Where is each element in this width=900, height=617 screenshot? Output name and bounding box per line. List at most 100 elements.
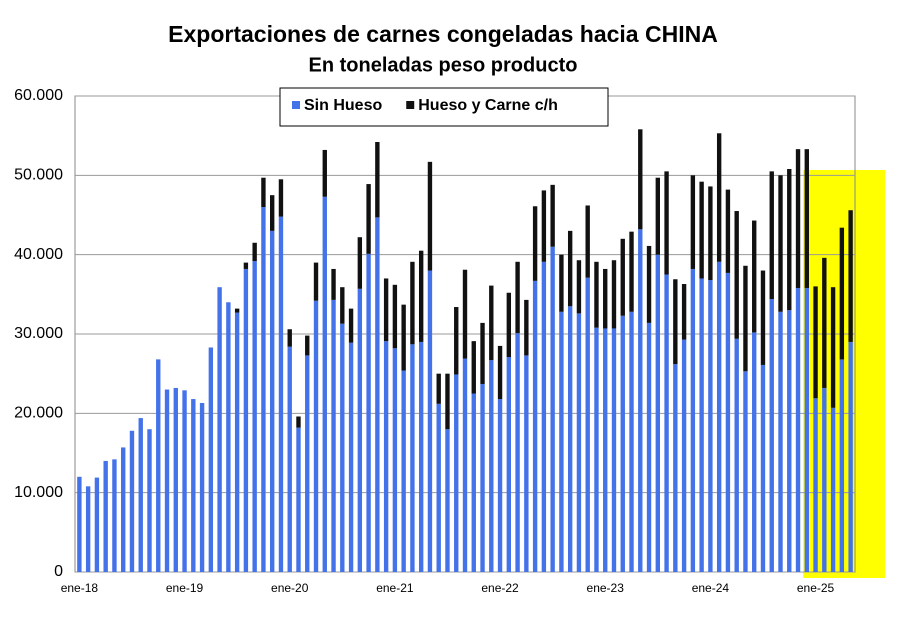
bar-segment	[243, 268, 249, 572]
bar-segment	[673, 364, 678, 572]
bar-segment	[278, 216, 284, 572]
bar-segment	[270, 230, 275, 572]
bar-segment	[366, 184, 371, 254]
bar-segment	[532, 206, 538, 281]
bar-segment	[567, 230, 573, 307]
bar-segment	[778, 175, 783, 312]
bar-segment	[532, 280, 538, 572]
bar-segment	[594, 261, 599, 328]
bar-segment	[646, 245, 652, 323]
bar-segment	[313, 300, 319, 572]
bar-segment	[418, 250, 424, 342]
bar-segment	[191, 399, 196, 572]
bar-segment	[164, 389, 170, 572]
bar-segment	[375, 217, 380, 572]
bar-segment	[804, 149, 809, 288]
legend-swatch	[292, 101, 300, 109]
bar-segment	[813, 398, 818, 572]
bar-segment	[366, 253, 371, 572]
bar-segment	[822, 257, 827, 388]
bar-segment	[261, 207, 266, 573]
bar-segment	[734, 338, 739, 572]
bar-segment	[129, 430, 135, 572]
y-tick-label: 30.000	[14, 325, 63, 342]
bar-segment	[208, 347, 214, 572]
bar-segment	[243, 262, 249, 269]
bar-segment	[85, 486, 91, 572]
bar-segment	[182, 390, 187, 572]
bar-segment	[787, 168, 792, 311]
bar-segment	[664, 274, 669, 572]
bar-segment	[497, 399, 503, 572]
bar-segment	[585, 205, 590, 278]
bar-segment	[778, 311, 783, 572]
bar-segment	[340, 287, 345, 324]
bar-segment	[392, 348, 398, 572]
bar-segment	[506, 292, 512, 358]
bar-segment	[375, 142, 380, 218]
bar-segment	[611, 260, 617, 329]
bar-segment	[620, 315, 625, 572]
bar-segment	[94, 477, 100, 572]
bar-segment	[541, 190, 547, 262]
bar-segment	[550, 184, 555, 247]
bar-segment	[489, 285, 494, 361]
x-tick-label: ene-22	[481, 581, 519, 595]
bar-segment	[716, 133, 722, 262]
legend-swatch	[406, 101, 415, 109]
bar-segment	[410, 261, 415, 345]
bar-segment	[462, 358, 468, 572]
x-tick-label: ene-19	[166, 581, 204, 595]
bar-segment	[830, 407, 836, 572]
bar-segment	[576, 313, 582, 572]
bar-segment	[804, 287, 809, 572]
bar-segment	[480, 322, 485, 384]
bar-segment	[708, 186, 713, 281]
bar-segment	[725, 189, 731, 273]
bar-segment	[436, 403, 441, 572]
bar-segment	[839, 227, 845, 360]
bar-segment	[725, 272, 731, 572]
x-tick-label: ene-18	[61, 581, 99, 595]
bar-segment	[611, 328, 617, 572]
bar-segment	[331, 268, 336, 300]
bar-segment	[270, 195, 275, 231]
bar-segment	[296, 427, 301, 572]
bar-segment	[524, 299, 529, 356]
bar-segment	[743, 265, 748, 372]
bar-segment	[322, 149, 327, 197]
bar-segment	[743, 371, 748, 572]
bar-segment	[629, 311, 634, 572]
bar-segment	[322, 196, 327, 572]
bar-segment	[848, 210, 853, 342]
bar-segment	[752, 332, 757, 572]
bar-segment	[445, 429, 450, 572]
bar-segment	[795, 149, 801, 288]
bar-segment	[690, 175, 696, 269]
bar-segment	[234, 308, 240, 313]
bar-segment	[112, 459, 117, 572]
bar-segment	[655, 177, 660, 255]
bar-segment	[121, 447, 126, 572]
bar-segment	[436, 373, 441, 404]
bar-segment	[226, 302, 231, 572]
legend-label: Hueso y Carne c/h	[418, 97, 558, 114]
bar-segment	[418, 341, 424, 572]
bar-segment	[550, 246, 555, 572]
bar-segment	[401, 370, 406, 572]
bar-segment	[348, 308, 354, 343]
bar-segment	[305, 335, 310, 356]
bar-segment	[77, 476, 82, 572]
bar-segment	[357, 237, 363, 289]
bar-segment	[427, 270, 433, 572]
bar-segment	[760, 270, 766, 365]
bar-segment	[567, 306, 573, 572]
bar-segment	[594, 327, 599, 572]
y-tick-label: 50.000	[14, 167, 63, 184]
y-tick-label: 0	[54, 563, 63, 580]
bar-segment	[287, 329, 292, 347]
bar-segment	[199, 403, 205, 572]
legend-label: Sin Hueso	[304, 97, 382, 114]
bar-segment	[664, 171, 669, 275]
bar-segment	[638, 229, 643, 572]
